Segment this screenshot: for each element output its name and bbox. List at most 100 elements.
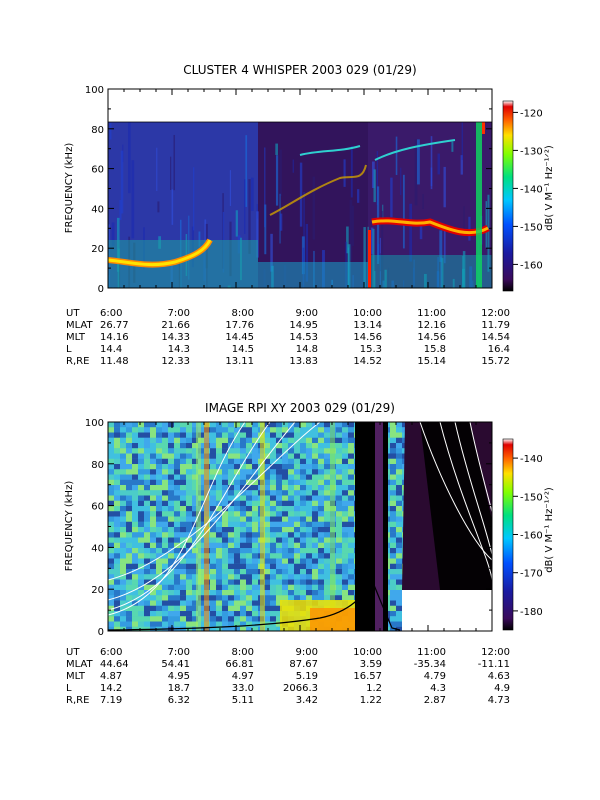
- spectrogram-cell: [168, 579, 174, 585]
- spectrogram-cell: [180, 511, 186, 517]
- spectrogram-cell: [114, 548, 120, 554]
- spectrogram-cell: [192, 579, 198, 585]
- spectrogram-cell: [306, 553, 312, 559]
- spectrogram-cell: [216, 558, 222, 564]
- spectrogram-cell: [108, 458, 114, 465]
- spectrogram-cell: [216, 521, 222, 528]
- spectrogram-cell: [264, 616, 270, 622]
- spectrogram-cell: [396, 558, 402, 564]
- spectrogram-cell: [222, 427, 228, 433]
- spectrogram-cell: [138, 532, 144, 538]
- spectrogram-cell: [336, 553, 342, 559]
- spectrogram-cell: [336, 548, 342, 554]
- spectrogram-cell: [114, 458, 120, 465]
- spectrogram-cell: [306, 479, 312, 486]
- spectrogram-streak: [204, 422, 209, 631]
- spectrogram-cell: [114, 521, 120, 528]
- spectrogram-cell: [276, 584, 282, 591]
- spectrogram-cell: [150, 469, 156, 475]
- spectrogram-streak: [461, 122, 463, 161]
- spectrogram-cell: [114, 453, 120, 459]
- spectrogram-cell: [396, 500, 402, 507]
- spectrogram-cell: [114, 474, 120, 480]
- spectrogram-cell: [282, 453, 288, 459]
- spectrogram-cell: [276, 553, 282, 559]
- ephemeris-row-label: R,RE: [66, 695, 89, 706]
- spectrogram-cell: [270, 422, 276, 428]
- spectrogram-cell: [174, 443, 180, 449]
- spectrogram-cell: [144, 479, 150, 486]
- ephemeris-row-label: R,RE: [66, 356, 89, 367]
- spectrogram-cell: [234, 611, 240, 617]
- spectrogram-cell: [132, 579, 138, 585]
- spectrogram-cell: [276, 458, 282, 465]
- spectrogram-streak: [264, 204, 267, 255]
- spectrogram-cell: [180, 521, 186, 528]
- spectrogram-cell: [282, 569, 288, 575]
- spectrogram-cell: [216, 542, 222, 549]
- spectrogram-cell: [150, 464, 156, 470]
- spectrogram-cell: [216, 553, 222, 559]
- spectrogram-streak: [350, 145, 353, 198]
- spectrogram-cell: [282, 558, 288, 564]
- ephemeris-value: 4.9: [494, 683, 510, 694]
- spectrogram-cell: [246, 485, 252, 491]
- spectrogram-cell: [240, 464, 246, 470]
- spectrogram-cell: [288, 485, 294, 491]
- spectrogram-cell: [246, 626, 252, 631]
- spectrogram-cell: [312, 495, 318, 501]
- spectrogram-cell: [222, 563, 228, 570]
- spectrogram-cell: [126, 422, 132, 428]
- spectrogram-cell: [138, 490, 144, 496]
- spectrogram-cell: [246, 621, 252, 627]
- spectrogram-cell: [120, 605, 126, 612]
- spectrogram-cell: [390, 506, 396, 512]
- spectrogram-cell: [210, 532, 216, 538]
- spectrogram-streak: [416, 139, 420, 185]
- spectrogram-cell: [300, 490, 306, 496]
- spectrogram-cell: [162, 616, 168, 622]
- spectrogram-cell: [174, 485, 180, 491]
- spectrogram-cell: [282, 563, 288, 570]
- spectrogram-cell: [324, 469, 330, 475]
- spectrogram-cell: [168, 464, 174, 470]
- spectrogram-cell: [216, 516, 222, 522]
- spectrogram-cell: [228, 448, 234, 454]
- spectrogram-cell: [234, 600, 240, 606]
- spectrogram-cell: [180, 579, 186, 585]
- spectrogram-cell: [162, 453, 168, 459]
- y-tick-label: 80: [91, 460, 104, 471]
- spectrogram-cell: [180, 537, 186, 543]
- spectrogram-cell: [240, 495, 246, 501]
- spectrogram-cell: [132, 464, 138, 470]
- spectrogram-cell: [342, 490, 348, 496]
- spectrogram-cell: [348, 548, 354, 554]
- spectrogram-cell: [222, 600, 228, 606]
- spectrogram-cell: [300, 443, 306, 449]
- spectrogram-cell: [246, 579, 252, 585]
- spectrogram-cell: [174, 464, 180, 470]
- spectrogram-cell: [228, 621, 234, 627]
- spectrogram-cell: [318, 432, 324, 438]
- spectrogram-cell: [192, 453, 198, 459]
- spectrogram-cell: [210, 485, 216, 491]
- ephemeris-value: 14.54: [481, 332, 510, 343]
- spectrogram-cell: [246, 427, 252, 433]
- spectrogram-cell: [174, 621, 180, 627]
- spectrogram-cell: [168, 611, 174, 617]
- spectrogram-cell: [348, 485, 354, 491]
- spectrogram-cell: [210, 527, 216, 533]
- spectrogram-cell: [300, 542, 306, 549]
- spectrogram-cell: [324, 553, 330, 559]
- spectrogram-cell: [192, 511, 198, 517]
- spectrogram-cell: [180, 443, 186, 449]
- spectrogram-cell: [120, 506, 126, 512]
- spectrogram-cell: [300, 500, 306, 507]
- spectrogram-cell: [294, 500, 300, 507]
- spectrogram-cell: [246, 495, 252, 501]
- ephemeris-value: 14.33: [161, 332, 190, 343]
- spectrogram-cell: [336, 527, 342, 533]
- spectrogram-cell: [144, 453, 150, 459]
